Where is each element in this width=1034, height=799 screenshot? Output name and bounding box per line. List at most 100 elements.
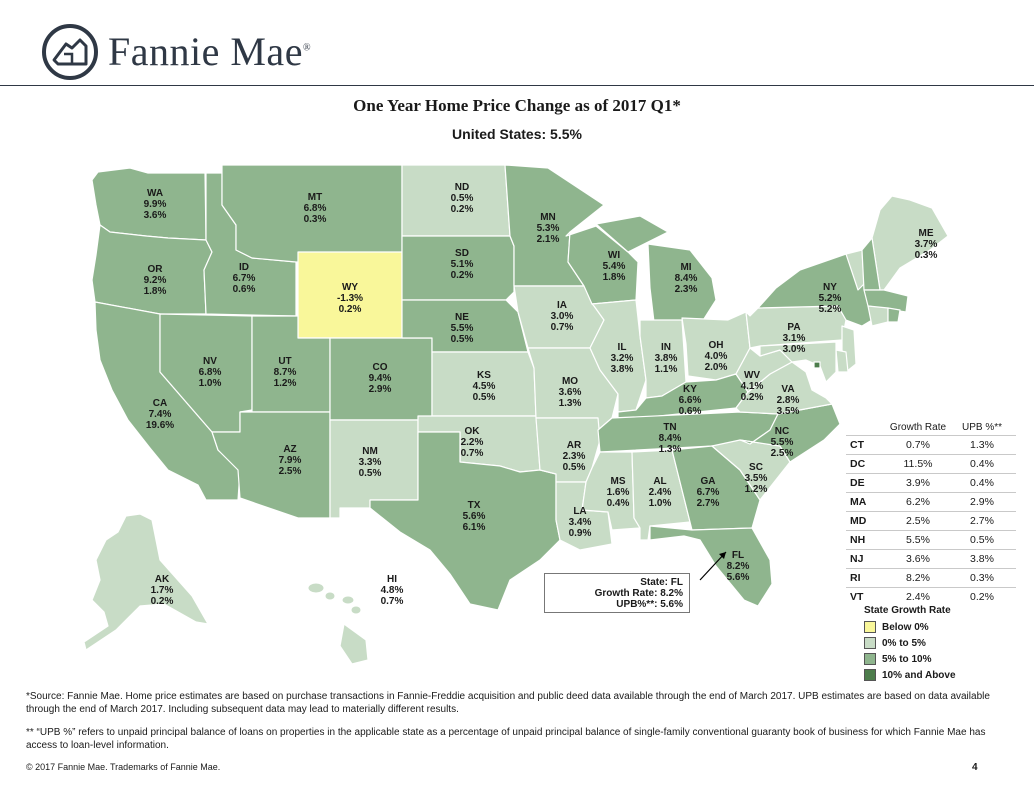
- state-label-upb: 0.2%: [451, 270, 474, 281]
- state-label-abbr: OK: [465, 426, 481, 437]
- state-label-abbr: MT: [308, 192, 322, 203]
- state-label-growth: 9.9%: [144, 199, 167, 210]
- state-label-upb: 3.6%: [144, 210, 167, 221]
- state-ri: [887, 307, 901, 323]
- state-label-upb: 0.2%: [451, 204, 474, 215]
- page-subtitle: United States: 5.5%: [452, 126, 582, 142]
- table-cell-upb: 1.3%: [948, 435, 1016, 455]
- state-label-upb: 6.1%: [463, 522, 486, 533]
- page-number: 4: [972, 762, 978, 773]
- small-states-table: Growth Rate UPB %** CT 0.7% 1.3% DC 11.5% 0.4…: [846, 420, 1016, 606]
- state-label-growth: 9.2%: [144, 275, 167, 286]
- state-label-abbr: FL: [732, 550, 744, 561]
- callout-arrowhead: [719, 552, 726, 559]
- state-label-abbr: KS: [477, 370, 491, 381]
- state-de: [835, 349, 849, 373]
- state-label-abbr: ID: [239, 262, 249, 273]
- table-cell-state: NJ: [846, 549, 888, 569]
- state-label-me: ME 3.7% 0.3%: [915, 228, 938, 261]
- state-label-growth: 2.2%: [461, 437, 484, 448]
- state-label-id: ID 6.7% 0.6%: [233, 262, 256, 295]
- table-row: DE 3.9% 0.4%: [846, 473, 1016, 493]
- table-cell-upb: 0.4%: [948, 454, 1016, 474]
- state-label-upb: 1.8%: [603, 272, 626, 283]
- legend-items: Below 0% 0% to 5% 5% to 10% 10% and Above: [864, 619, 956, 683]
- state-dc: [813, 361, 821, 369]
- table-cell-growth: 3.6%: [888, 549, 948, 569]
- state-label-growth: 2.8%: [777, 395, 800, 406]
- state-label-oh: OH 4.0% 2.0%: [705, 340, 728, 373]
- state-label-mn: MN 5.3% 2.1%: [537, 212, 560, 245]
- state-label-growth: 5.4%: [603, 261, 626, 272]
- table-cell-upb: 2.7%: [948, 511, 1016, 531]
- state-label-upb: 0.2%: [741, 392, 764, 403]
- state-label-ok: OK 2.2% 0.7%: [461, 426, 484, 459]
- state-label-growth: 1.6%: [607, 487, 630, 498]
- state-label-or: OR 9.2% 1.8%: [144, 264, 167, 297]
- state-label-upb: 0.3%: [915, 250, 938, 261]
- table-cell-growth: 6.2%: [888, 492, 948, 512]
- table-cell-upb: 0.4%: [948, 473, 1016, 493]
- state-label-mt: MT 6.8% 0.3%: [304, 192, 327, 225]
- state-label-upb: 5.2%: [819, 304, 842, 315]
- state-label-ga: GA 6.7% 2.7%: [697, 476, 720, 509]
- state-label-growth: 7.4%: [149, 409, 172, 420]
- hawaii-island-1: [307, 582, 325, 594]
- state-shapes: [83, 164, 949, 665]
- hawaii-island-4: [350, 605, 362, 615]
- table-cell-state: MA: [846, 492, 888, 512]
- callout-upb: UPB%**: 5.6%: [616, 599, 683, 610]
- state-label-ut: UT 8.7% 1.2%: [274, 356, 297, 389]
- state-label-growth: 3.2%: [611, 353, 634, 364]
- state-label-abbr: NC: [775, 426, 789, 437]
- table-cell-upb: 3.8%: [948, 549, 1016, 569]
- copyright-notice: © 2017 Fannie Mae. Trademarks of Fannie …: [26, 762, 221, 772]
- state-label-growth: 3.7%: [915, 239, 938, 250]
- state-label-mo: MO 3.6% 1.3%: [559, 376, 582, 409]
- legend-title: State Growth Rate: [864, 605, 951, 616]
- state-label-abbr: MI: [680, 262, 691, 273]
- legend-swatch: [864, 653, 876, 665]
- state-label-abbr: HI: [387, 574, 397, 585]
- state-label-growth: 3.8%: [655, 353, 678, 364]
- state-label-abbr: VA: [781, 384, 794, 395]
- state-label-growth: 8.4%: [675, 273, 698, 284]
- state-label-upb: 2.1%: [537, 234, 560, 245]
- state-label-fl: FL 8.2% 5.6%: [727, 550, 750, 583]
- table-cell-upb: 0.2%: [948, 587, 1016, 606]
- state-label-growth: 5.5%: [451, 323, 474, 334]
- state-label-upb: 0.7%: [551, 322, 574, 333]
- table-cell-growth: 8.2%: [888, 568, 948, 588]
- table-cell-growth: 5.5%: [888, 530, 948, 550]
- callout-state: State: FL: [640, 577, 683, 588]
- state-label-growth: 3.3%: [359, 457, 382, 468]
- state-label-ak: AK 1.7% 0.2%: [151, 574, 174, 607]
- state-label-upb: 0.7%: [461, 448, 484, 459]
- legend-swatch: [864, 669, 876, 681]
- state-label-tn: TN 8.4% 1.3%: [659, 422, 682, 455]
- state-label-abbr: IN: [661, 342, 671, 353]
- state-label-growth: 3.1%: [783, 333, 806, 344]
- state-label-upb: 5.6%: [727, 572, 750, 583]
- table-cell-growth: 2.4%: [888, 587, 948, 606]
- fannie-mae-logo: [42, 24, 98, 80]
- state-il: [589, 299, 647, 413]
- island-shapes: [307, 582, 362, 615]
- state-label-upb: 0.6%: [233, 284, 256, 295]
- state-label-abbr: IL: [618, 342, 627, 353]
- state-label-abbr: MO: [562, 376, 578, 387]
- state-label-wa: WA 9.9% 3.6%: [144, 188, 167, 221]
- state-label-upb: 0.7%: [381, 596, 404, 607]
- table-row: MD 2.5% 2.7%: [846, 511, 1016, 531]
- state-label-ks: KS 4.5% 0.5%: [473, 370, 496, 403]
- state-label-upb: 19.6%: [146, 420, 174, 431]
- state-callout: State: FL Growth Rate: 8.2% UPB%**: 5.6%: [544, 573, 690, 613]
- state-label-mi: MI 8.4% 2.3%: [675, 262, 698, 295]
- state-label-upb: 3.8%: [611, 364, 634, 375]
- state-hi: [339, 623, 369, 665]
- state-label-abbr: OR: [148, 264, 164, 275]
- state-label-ar: AR 2.3% 0.5%: [563, 440, 586, 473]
- table-cell-growth: 2.5%: [888, 511, 948, 531]
- state-md: [759, 341, 837, 383]
